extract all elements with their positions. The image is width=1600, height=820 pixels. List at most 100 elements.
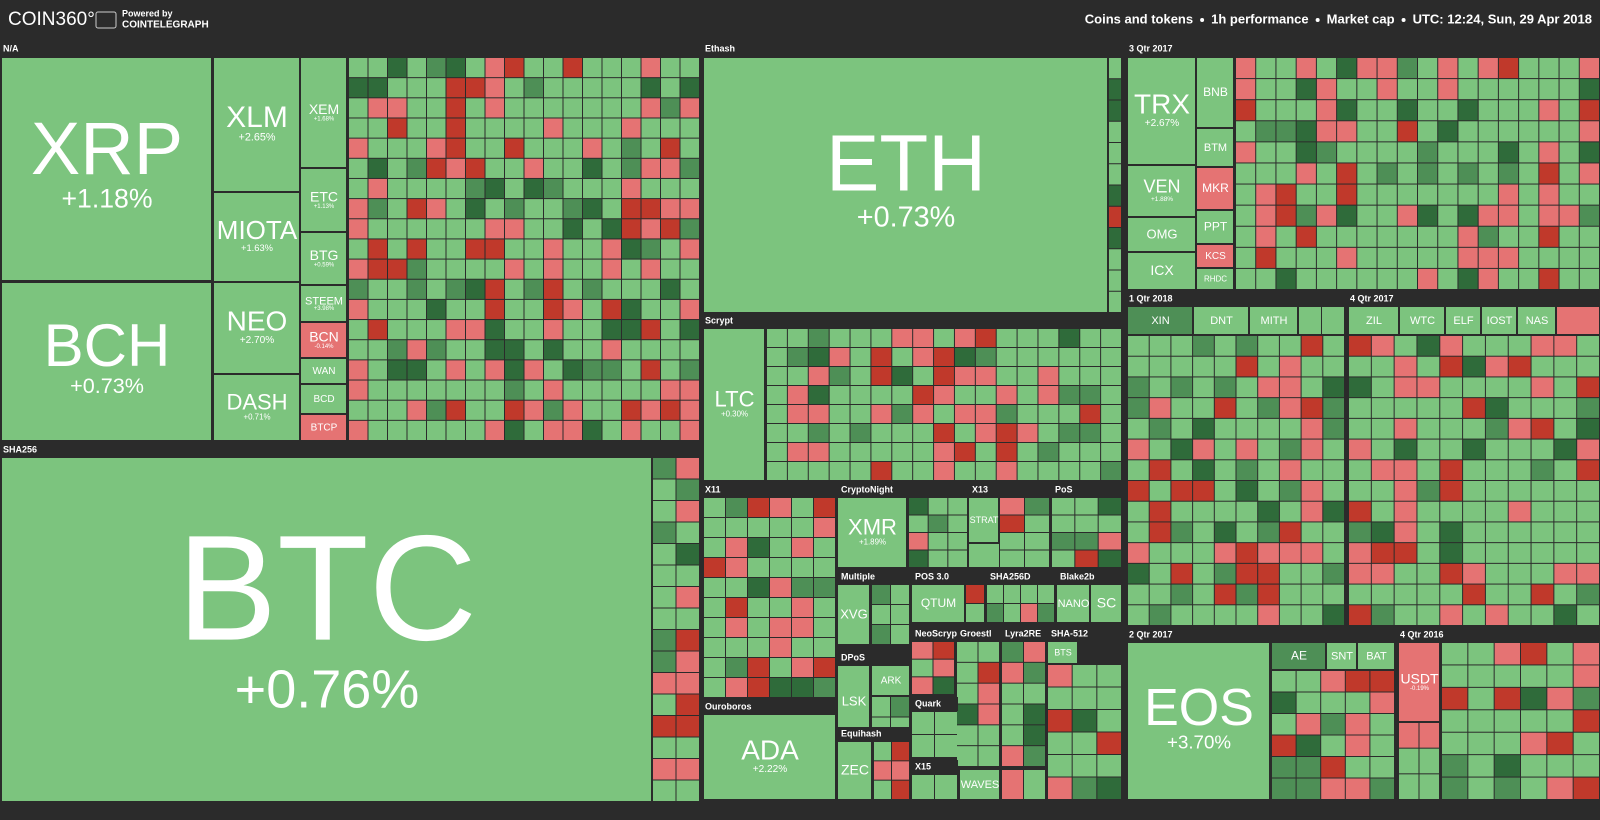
small-coin[interactable] [485,219,505,239]
small-coin[interactable] [792,558,813,577]
small-coin[interactable] [1236,79,1256,100]
small-coin[interactable] [1418,268,1438,289]
small-coin[interactable] [1559,184,1579,205]
small-coin[interactable] [427,279,446,299]
small-coin[interactable] [466,158,485,178]
small-coin[interactable] [1349,418,1371,439]
small-coin[interactable] [466,98,485,118]
small-coin[interactable] [975,443,996,461]
small-coin[interactable] [892,405,913,423]
small-coin[interactable] [583,299,602,320]
small-coin[interactable] [1377,121,1397,142]
small-coin[interactable] [349,219,368,239]
small-coin[interactable] [505,279,524,299]
small-coin[interactable] [726,578,747,597]
small-coin[interactable] [892,742,909,761]
small-coin[interactable] [1458,79,1478,100]
small-coin[interactable] [1097,732,1121,755]
small-coin[interactable] [1559,121,1579,142]
small-coin[interactable] [1276,184,1296,205]
small-coin[interactable] [704,678,725,697]
small-coin[interactable] [767,462,787,480]
small-coin[interactable] [349,98,368,118]
small-coin[interactable] [808,329,829,347]
small-coin[interactable] [850,367,871,385]
small-coin[interactable] [524,118,544,138]
small-coin[interactable] [349,320,368,340]
small-coin[interactable] [388,178,407,199]
small-coin[interactable] [1017,367,1038,385]
coin-tile[interactable] [301,359,346,383]
small-coin[interactable] [1377,226,1397,247]
small-coin[interactable] [704,538,725,557]
small-coin[interactable] [748,518,769,537]
small-coin[interactable] [388,199,407,219]
small-coin[interactable] [563,360,583,380]
small-coin[interactable] [726,498,747,517]
small-coin[interactable] [1478,268,1498,289]
small-coin[interactable] [622,400,641,420]
coin-tile[interactable] [912,585,964,622]
small-coin[interactable] [1418,247,1438,268]
small-coin[interactable] [704,518,725,537]
small-coin[interactable] [1149,336,1171,356]
small-coin[interactable] [505,199,524,219]
small-coin[interactable] [1394,336,1417,356]
small-coin[interactable] [1276,142,1296,163]
small-coin[interactable] [1002,642,1023,662]
small-coin[interactable] [1521,732,1547,755]
coin-tile[interactable] [1197,58,1233,127]
small-coin[interactable] [928,515,948,533]
small-coin[interactable] [1236,522,1258,543]
small-coin[interactable] [850,329,871,347]
small-coin[interactable] [1442,710,1468,732]
small-coin[interactable] [388,219,407,239]
small-coin[interactable] [680,78,700,98]
small-coin[interactable] [1072,777,1097,800]
small-coin[interactable] [1323,460,1344,480]
small-coin[interactable] [934,329,954,347]
small-coin[interactable] [544,320,563,340]
small-coin[interactable] [1531,356,1554,377]
small-coin[interactable] [1531,377,1554,398]
coin-tile[interactable] [2,283,211,440]
small-coin[interactable] [1236,398,1258,418]
small-coin[interactable] [1256,226,1276,247]
small-coin[interactable] [1171,605,1193,625]
small-coin[interactable] [446,380,466,400]
coin-tile[interactable] [1327,643,1356,669]
small-coin[interactable] [1394,543,1417,563]
small-coin[interactable] [1236,163,1256,184]
small-coin[interactable] [1337,163,1357,184]
small-coin[interactable] [814,658,835,677]
small-coin[interactable] [1519,205,1539,226]
small-coin[interactable] [996,348,1017,366]
small-coin[interactable] [1236,481,1258,501]
small-coin[interactable] [1236,226,1256,247]
coin-tile[interactable] [1446,307,1480,334]
small-coin[interactable] [505,98,524,118]
small-coin[interactable] [933,677,955,694]
small-coin[interactable] [1371,563,1394,584]
small-coin[interactable] [1256,79,1276,100]
small-coin[interactable] [1370,778,1394,800]
small-coin[interactable] [787,348,808,366]
small-coin[interactable] [641,360,661,380]
small-coin[interactable] [792,578,813,597]
small-coin[interactable] [1316,121,1337,142]
small-coin[interactable] [544,199,563,219]
filter[interactable]: Coins and tokens [1085,11,1193,26]
filter[interactable]: Market cap [1327,11,1395,26]
small-coin[interactable] [349,299,368,320]
small-coin[interactable] [1579,205,1599,226]
small-coin[interactable] [602,118,622,138]
small-coin[interactable] [524,58,544,78]
small-coin[interactable] [1554,439,1577,460]
small-coin[interactable] [1371,522,1394,543]
small-coin[interactable] [1417,418,1440,439]
small-coin[interactable] [1301,543,1323,563]
small-coin[interactable] [1371,439,1394,460]
small-coin[interactable] [1279,605,1301,625]
small-coin[interactable] [1279,377,1301,398]
small-coin[interactable] [602,340,622,360]
